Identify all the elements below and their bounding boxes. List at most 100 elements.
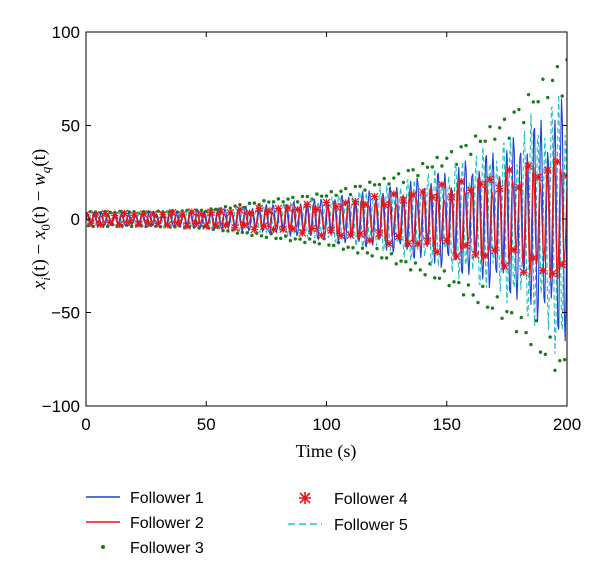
data-point — [457, 280, 461, 285]
data-point — [478, 139, 483, 144]
data-point — [250, 225, 259, 234]
data-point — [353, 184, 358, 189]
data-point — [223, 204, 228, 209]
data-point — [555, 64, 560, 69]
data-point — [274, 236, 278, 241]
data-point — [495, 295, 499, 299]
data-point — [389, 252, 394, 256]
data-point — [389, 190, 398, 198]
data-point — [346, 231, 355, 239]
data-point — [553, 157, 562, 166]
data-point — [134, 220, 143, 229]
data-point — [538, 350, 543, 354]
data-point — [418, 188, 427, 197]
data-point — [312, 205, 321, 214]
data-point — [433, 276, 437, 280]
data-point — [421, 161, 425, 166]
data-point — [524, 330, 528, 335]
data-point — [416, 173, 420, 178]
data-point — [529, 342, 533, 347]
legend-label-follower-4: Follower 4 — [334, 491, 408, 508]
data-point — [509, 311, 514, 315]
data-point — [471, 250, 480, 259]
data-point — [286, 197, 290, 201]
data-point — [457, 177, 466, 186]
data-point — [108, 210, 112, 215]
data-point — [341, 247, 346, 251]
data-point — [269, 225, 278, 234]
series-layer — [86, 57, 567, 372]
data-point — [433, 247, 442, 256]
data-point — [324, 194, 329, 198]
data-point — [319, 194, 324, 198]
data-point — [322, 198, 331, 207]
data-point — [288, 238, 293, 243]
data-point — [423, 237, 432, 246]
tick-layer: 0 50 100 150 200 100 50 0 −50 −100 — [42, 23, 581, 434]
data-point — [392, 176, 396, 180]
data-point — [430, 165, 435, 169]
data-point — [452, 252, 461, 261]
data-point — [337, 231, 345, 240]
data-point — [192, 219, 201, 228]
data-point — [238, 203, 242, 207]
data-point — [235, 231, 240, 235]
y-tick-label: 100 — [52, 23, 80, 42]
data-point — [406, 168, 410, 173]
data-point — [409, 190, 418, 199]
data-point — [250, 233, 254, 238]
data-point — [199, 208, 204, 213]
data-point — [334, 193, 338, 197]
x-tick-label: 50 — [197, 415, 216, 434]
data-point — [483, 139, 487, 143]
data-point — [447, 283, 451, 288]
data-point — [298, 237, 302, 241]
data-point — [377, 182, 382, 187]
data-point — [543, 166, 552, 175]
data-point — [404, 239, 413, 248]
data-point — [293, 237, 297, 241]
data-point — [495, 184, 504, 193]
data-point — [438, 180, 446, 189]
data-point — [394, 232, 403, 241]
data-point — [298, 229, 307, 237]
data-point — [305, 194, 309, 199]
data-point — [486, 175, 494, 184]
data-point — [274, 204, 283, 213]
legend-label-follower-1: Follower 1 — [130, 490, 204, 507]
data-point — [332, 243, 336, 248]
data-point — [550, 78, 555, 83]
data-point — [531, 100, 536, 104]
data-point — [558, 260, 567, 269]
data-point — [329, 189, 334, 194]
data-point — [541, 77, 545, 81]
data-point — [259, 234, 264, 238]
x-tick-label: 200 — [553, 415, 581, 434]
data-point — [539, 266, 547, 275]
data-point — [384, 256, 389, 260]
data-point — [149, 210, 158, 219]
data-point — [312, 240, 317, 244]
data-point — [221, 221, 230, 230]
data-point — [327, 226, 336, 235]
data-point — [522, 120, 526, 125]
data-point — [442, 236, 451, 245]
data-point — [216, 208, 225, 216]
data-point — [308, 224, 316, 233]
data-point — [370, 254, 374, 258]
data-point — [560, 94, 564, 98]
data-point — [365, 236, 374, 245]
data-point — [231, 223, 240, 232]
x-axis-label: Time (s) — [296, 441, 357, 462]
data-point — [413, 261, 418, 265]
y-tick-label: 0 — [71, 210, 80, 229]
data-point — [382, 176, 386, 181]
data-point — [408, 268, 413, 272]
data-point — [336, 240, 341, 245]
data-point — [86, 219, 95, 228]
data-point — [534, 173, 543, 182]
data-point — [380, 256, 384, 260]
data-point — [257, 203, 261, 207]
data-point — [168, 208, 177, 217]
